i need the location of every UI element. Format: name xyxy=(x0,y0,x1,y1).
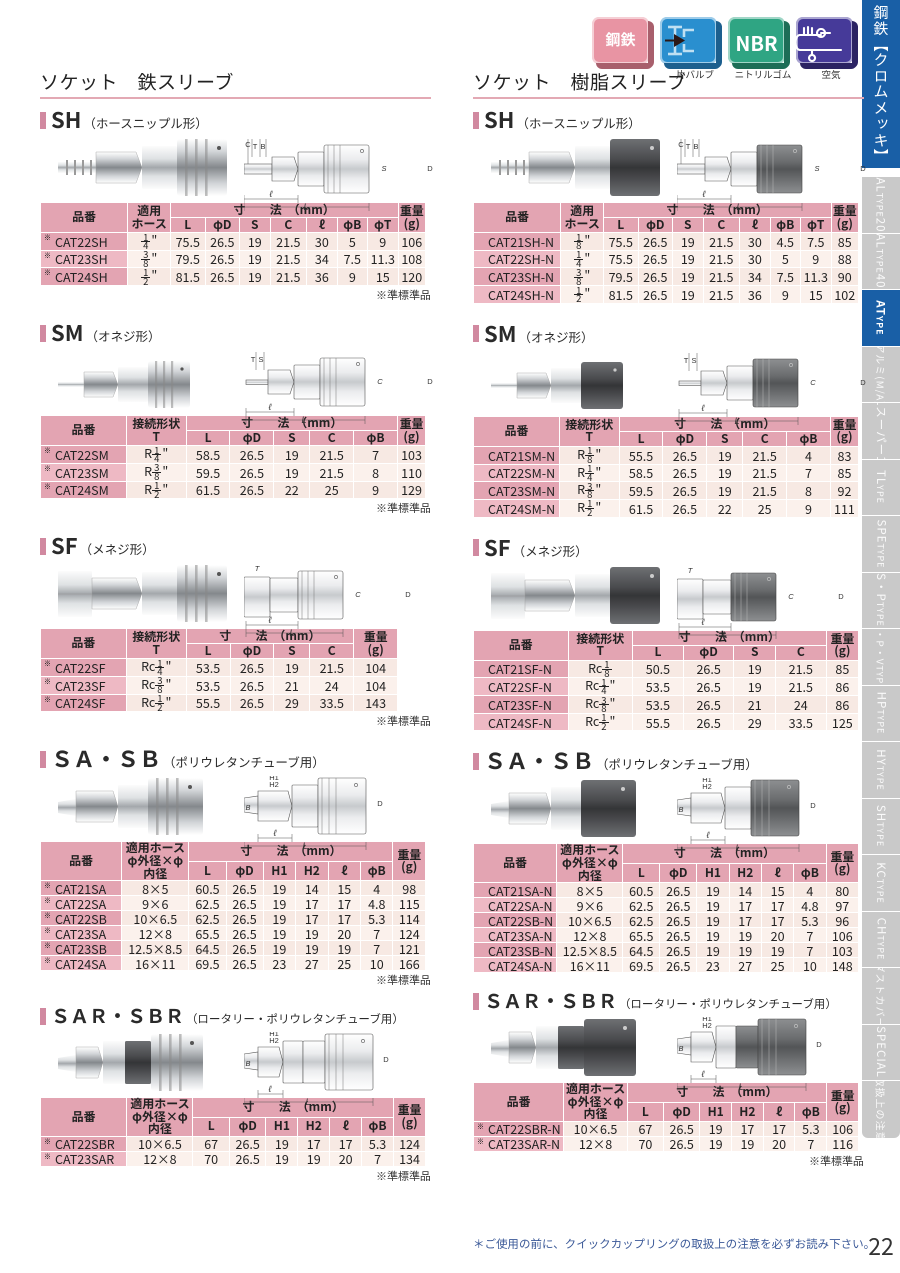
svg-text:D: D xyxy=(860,378,866,387)
svg-text:D: D xyxy=(377,799,383,808)
svg-text:C: C xyxy=(377,377,383,386)
svg-text:D: D xyxy=(810,801,816,810)
svg-text:B: B xyxy=(678,805,683,814)
svg-text:S: S xyxy=(691,356,696,365)
svg-text:D: D xyxy=(838,592,844,601)
svg-text:D: D xyxy=(383,1055,389,1064)
svg-text:L: L xyxy=(301,415,306,425)
svg-text:ℓ: ℓ xyxy=(701,617,705,627)
svg-text:H2: H2 xyxy=(702,1021,712,1030)
svg-text:C: C xyxy=(245,140,251,149)
svg-text:L: L xyxy=(722,630,727,640)
svg-text:ℓ: ℓ xyxy=(268,615,272,625)
svg-text:ℓ: ℓ xyxy=(273,828,277,838)
svg-text:L: L xyxy=(302,841,307,851)
svg-text:ℓ: ℓ xyxy=(269,189,273,199)
svg-text:L: L xyxy=(305,1097,310,1107)
svg-text:C: C xyxy=(355,590,361,599)
svg-text:T: T xyxy=(255,564,261,573)
svg-text:ℓ: ℓ xyxy=(268,402,272,412)
svg-text:L: L xyxy=(738,1082,743,1092)
svg-text:T: T xyxy=(688,566,694,575)
svg-text:ℓ: ℓ xyxy=(701,403,705,413)
svg-text:ℓ: ℓ xyxy=(701,1069,705,1079)
svg-text:S: S xyxy=(814,164,819,173)
svg-text:D: D xyxy=(816,1040,822,1049)
svg-text:D: D xyxy=(427,164,433,173)
svg-text:L: L xyxy=(289,628,294,638)
svg-text:H2: H2 xyxy=(702,782,712,791)
svg-text:T: T xyxy=(686,142,691,151)
svg-text:L: L xyxy=(303,202,308,212)
svg-text:ℓ: ℓ xyxy=(268,1084,272,1094)
svg-text:D: D xyxy=(860,164,866,173)
svg-text:D: D xyxy=(427,377,433,386)
svg-text:H2: H2 xyxy=(269,780,279,789)
svg-text:C: C xyxy=(788,592,794,601)
svg-text:B: B xyxy=(245,1059,250,1068)
svg-text:C: C xyxy=(678,140,684,149)
svg-text:T: T xyxy=(251,355,256,364)
svg-text:H2: H2 xyxy=(269,1036,279,1045)
svg-text:S: S xyxy=(381,164,386,173)
svg-text:B: B xyxy=(678,1044,683,1053)
svg-text:T: T xyxy=(253,142,258,151)
svg-text:ℓ: ℓ xyxy=(702,189,706,199)
svg-text:B: B xyxy=(693,142,698,151)
svg-text:B: B xyxy=(245,803,250,812)
svg-text:L: L xyxy=(735,843,740,853)
svg-text:L: L xyxy=(736,202,741,212)
svg-text:L: L xyxy=(734,416,739,426)
svg-text:S: S xyxy=(258,355,263,364)
svg-text:T: T xyxy=(684,356,689,365)
svg-text:D: D xyxy=(405,590,411,599)
svg-text:C: C xyxy=(810,378,816,387)
svg-text:ℓ: ℓ xyxy=(706,830,710,840)
svg-text:B: B xyxy=(260,142,265,151)
